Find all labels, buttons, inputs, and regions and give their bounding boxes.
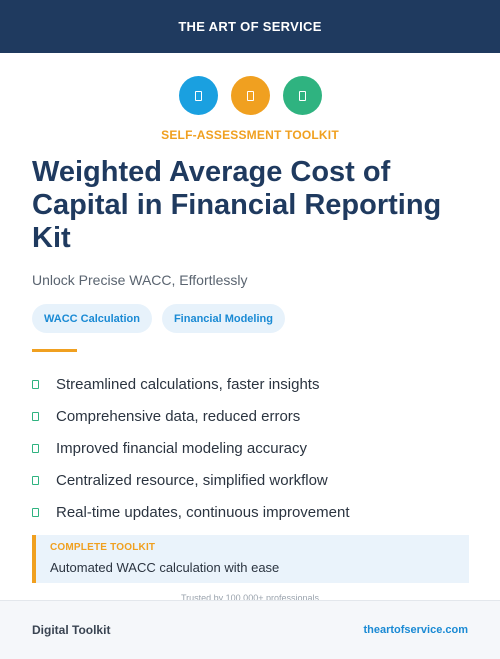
callout-text: Automated WACC calculation with ease bbox=[50, 560, 280, 575]
check-icon bbox=[32, 411, 39, 421]
eyebrow-label: SELF-ASSESSMENT TOOLKIT bbox=[161, 128, 339, 142]
feature-text: Improved financial modeling accuracy bbox=[56, 439, 307, 457]
check-icon bbox=[32, 475, 39, 485]
feature-text: Comprehensive data, reduced errors bbox=[56, 407, 301, 425]
feature-list: Streamlined calculations, faster insight… bbox=[32, 368, 472, 528]
complete-toolkit-callout: COMPLETE TOOLKIT Automated WACC calculat… bbox=[32, 535, 469, 583]
feature-item: Centralized resource, simplified workflo… bbox=[32, 464, 472, 496]
subtitle: Unlock Precise WACC, Effortlessly bbox=[32, 272, 248, 288]
feature-item: Comprehensive data, reduced errors bbox=[32, 400, 472, 432]
feature-text: Centralized resource, simplified workflo… bbox=[56, 471, 328, 489]
accent-divider bbox=[32, 349, 77, 352]
website-link[interactable]: theartofservice.com bbox=[363, 624, 468, 636]
feature-item: Real-time updates, continuous improvemen… bbox=[32, 496, 472, 528]
feature-item: Streamlined calculations, faster insight… bbox=[32, 368, 472, 400]
header-bar: THE ART OF SERVICE bbox=[0, 0, 500, 53]
check-icon bbox=[32, 443, 39, 453]
trusted-note: Trusted by 100,000+ professionals bbox=[180, 593, 319, 600]
brand-title: THE ART OF SERVICE bbox=[178, 19, 322, 34]
feature-item: Improved financial modeling accuracy bbox=[32, 432, 472, 464]
check-icon bbox=[32, 379, 39, 389]
document-icon bbox=[230, 76, 270, 115]
feature-text: Streamlined calculations, faster insight… bbox=[56, 375, 320, 393]
document-icon bbox=[282, 76, 322, 115]
icon-row bbox=[0, 76, 500, 115]
check-icon bbox=[32, 507, 39, 517]
callout-label: COMPLETE TOOLKIT bbox=[50, 542, 156, 553]
tag-list: WACC Calculation Financial Modeling bbox=[32, 304, 285, 333]
tag-financial-modeling[interactable]: Financial Modeling bbox=[161, 304, 285, 333]
page-title: Weighted Average Cost of Capital in Fina… bbox=[32, 156, 442, 254]
document-icon bbox=[178, 76, 218, 115]
footer-bar: Digital Toolkit theartofservice.com bbox=[0, 600, 500, 659]
feature-text: Real-time updates, continuous improvemen… bbox=[56, 503, 350, 521]
tag-wacc-calculation[interactable]: WACC Calculation bbox=[32, 304, 152, 333]
footer-label: Digital Toolkit bbox=[32, 623, 111, 637]
